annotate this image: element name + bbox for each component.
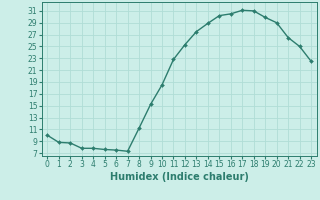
X-axis label: Humidex (Indice chaleur): Humidex (Indice chaleur) [110,172,249,182]
